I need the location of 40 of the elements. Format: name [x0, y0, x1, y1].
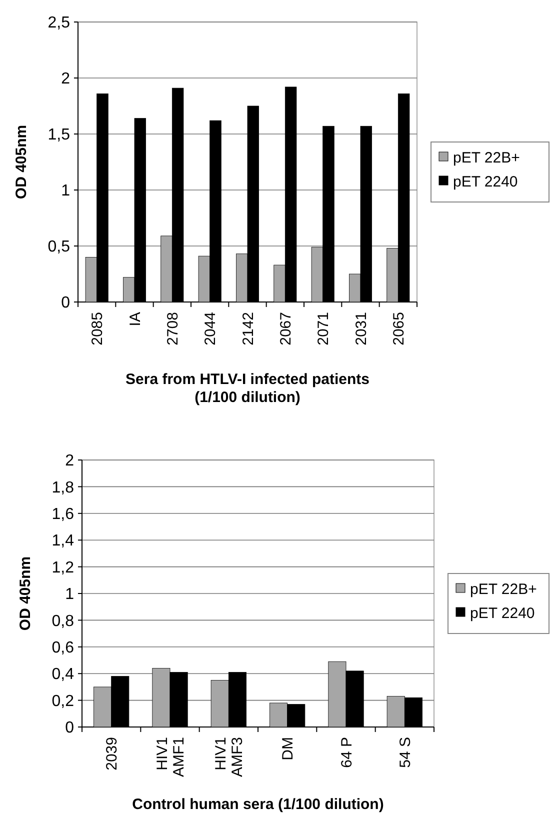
y-tick-label: 0,5 — [48, 238, 70, 256]
legend-label: pET 2240 — [453, 173, 518, 190]
x-tick-label: 54 S — [396, 737, 414, 768]
x-tick-label: 2044 — [202, 312, 220, 346]
y-tick-label: 2,5 — [48, 14, 70, 32]
y-tick-label: 0 — [61, 294, 70, 312]
x-tick-label: 2039 — [104, 737, 121, 770]
x-tick-label: 2142 — [240, 312, 257, 346]
y-tick-label: 0 — [65, 720, 74, 737]
y-tick-label: 1 — [65, 586, 74, 604]
y-tick-label: 0,8 — [52, 612, 74, 630]
y-tick-label: 0,6 — [52, 640, 74, 656]
y-tick-label: 1,8 — [52, 479, 74, 496]
x-tick-label: IA — [126, 312, 144, 326]
y-tick-label: 1,5 — [48, 126, 70, 144]
y-tick-label: 0,4 — [52, 666, 74, 684]
x-tick-label: 2065 — [390, 312, 408, 346]
x-tick-label: 64 P — [338, 737, 356, 768]
x-tick-label: 2708 — [164, 312, 182, 346]
x-axis-title: Control human sera (1/100 dilution) — [132, 796, 384, 813]
y-tick-label: 1,4 — [52, 532, 74, 550]
legend-label: pET 2240 — [470, 604, 535, 622]
x-tick-label: HIV1 AMF3 — [212, 737, 246, 778]
y-tick-label: 2 — [65, 452, 74, 470]
legend-label: pET 22B+ — [453, 149, 520, 166]
x-tick-label: 2071 — [315, 312, 332, 346]
legend-label: pET 22B+ — [470, 580, 538, 598]
y-tick-label: 1 — [61, 182, 70, 200]
y-axis-title: OD 405nm — [17, 556, 34, 631]
x-axis-title: Sera from HTLV-I infected patients (1/100 dilution) — [126, 371, 370, 406]
x-tick-label: 2085 — [89, 312, 106, 346]
x-tick-label: HIV1 AMF1 — [154, 737, 188, 778]
x-tick-label: 2067 — [277, 312, 294, 346]
x-tick-label: DM — [280, 737, 297, 760]
y-tick-label: 2 — [61, 70, 70, 88]
y-tick-label: 1,2 — [52, 559, 74, 576]
x-tick-label: 2031 — [352, 312, 370, 346]
y-tick-label: 1,6 — [52, 506, 74, 523]
y-tick-label: 0,2 — [52, 692, 74, 710]
y-axis-title: OD 405nm — [13, 124, 30, 200]
